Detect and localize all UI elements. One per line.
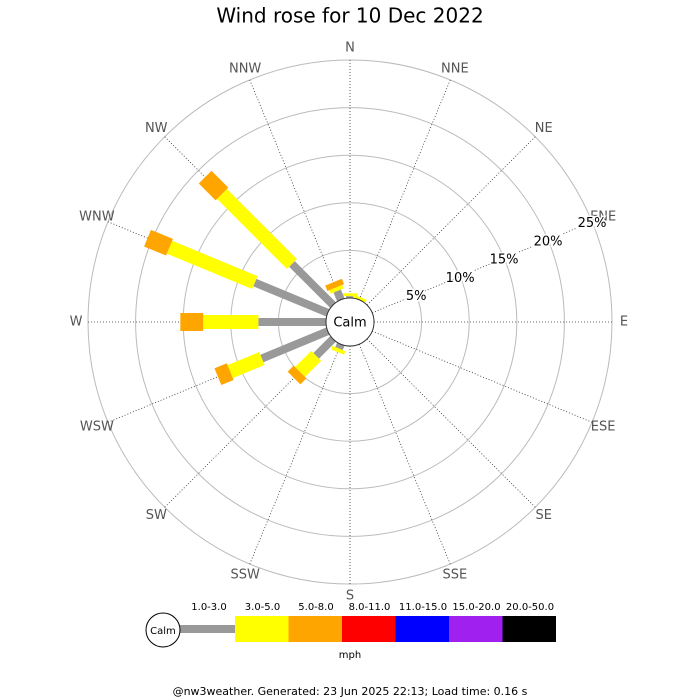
ring-label: 15% (490, 253, 519, 268)
spoke (366, 136, 536, 306)
legend-swatch (449, 616, 503, 642)
legend-label: 5.0-8.0 (298, 602, 333, 613)
legend-unit: mph (339, 650, 361, 661)
spoke (372, 221, 593, 314)
legend-label: 15.0-20.0 (452, 602, 500, 613)
legend-label: 11.0-15.0 (399, 602, 447, 613)
ring-label: 25% (578, 216, 607, 231)
wind-segment (260, 327, 330, 363)
legend-label: 8.0-11.0 (349, 602, 391, 613)
wind-segment (227, 352, 265, 379)
wind-segment (331, 345, 346, 355)
legend-swatch (235, 616, 289, 642)
direction-label: W (70, 315, 83, 330)
ring-label: 20% (534, 234, 563, 249)
chart-title: Wind rose for 10 Dec 2022 (216, 4, 483, 28)
wind-segment (198, 170, 229, 201)
ring-label: 5% (406, 289, 427, 304)
wind-segment (333, 289, 345, 302)
direction-label: N (345, 41, 355, 56)
calm-circle (325, 297, 375, 347)
legend-swatch (395, 616, 449, 642)
wind-segment (144, 229, 173, 256)
wind-segment (329, 284, 344, 294)
direction-label: SW (146, 508, 167, 523)
legend-swatch (342, 616, 396, 642)
direction-label: ENE (590, 210, 616, 225)
wind-segment (214, 363, 234, 386)
direction-label: NE (535, 121, 553, 136)
direction-label: S (346, 589, 354, 604)
wind-segment (335, 342, 345, 351)
direction-label: SE (536, 508, 552, 523)
legend-swatch (502, 616, 556, 642)
legend-label: 20.0-50.0 (506, 602, 554, 613)
direction-label: SSW (230, 568, 260, 583)
direction-label: E (620, 315, 628, 330)
spoke (249, 79, 342, 300)
wind-segment (295, 350, 322, 377)
wind-segment (325, 278, 345, 291)
legend-swatch (288, 616, 342, 642)
legend-calm-circle (145, 612, 181, 648)
spoke (249, 344, 342, 565)
footer: @nw3weather. Generated: 23 Jun 2025 22:1… (173, 685, 528, 698)
wind-segment (166, 240, 258, 290)
calm-label: Calm (333, 316, 366, 331)
direction-label: NNE (441, 61, 469, 76)
ring-label: 10% (446, 271, 475, 286)
legend-label: 1.0-3.0 (191, 602, 226, 613)
legend-label: 3.0-5.0 (245, 602, 280, 613)
spoke (366, 338, 536, 508)
spoke (372, 330, 593, 423)
legend-calm-label: Calm (150, 626, 176, 637)
direction-label: NNW (229, 61, 261, 76)
spoke (358, 344, 451, 565)
direction-label: WNW (79, 210, 115, 225)
spoke (358, 79, 451, 300)
direction-label: ESE (591, 419, 616, 434)
direction-label: WSW (80, 419, 114, 434)
wind-segment (287, 365, 307, 385)
ring (135, 107, 565, 537)
direction-label: SSE (442, 568, 467, 583)
direction-label: NW (145, 121, 168, 136)
wind-segment (313, 336, 336, 359)
wind-segment (289, 261, 336, 308)
wind-segment (253, 278, 330, 317)
wind-segment (217, 189, 297, 269)
